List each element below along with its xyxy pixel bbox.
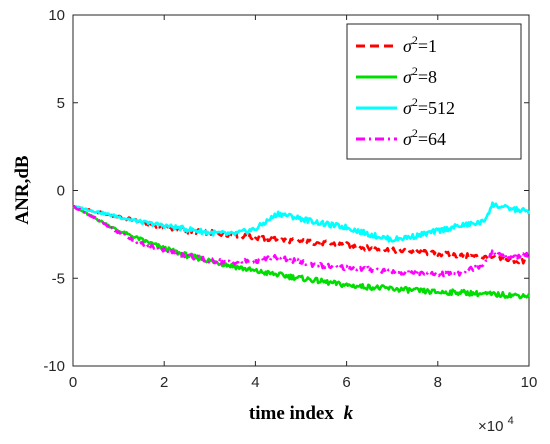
x-tick-label: 4 xyxy=(251,374,259,391)
legend-entry-3: σ2=512 xyxy=(403,95,455,118)
legend-entry-superscript: 2 xyxy=(412,95,418,109)
legend-entry-value: =8 xyxy=(418,67,437,87)
x-axis-label-variable: k xyxy=(344,403,354,424)
x-axis-label: time index k xyxy=(249,403,354,424)
series-line-3 xyxy=(72,201,531,243)
legend-entry-symbol: σ xyxy=(403,36,413,56)
series-line-2 xyxy=(72,205,531,300)
legend-entry-4: σ2=64 xyxy=(403,126,446,149)
legend-entry-symbol: σ xyxy=(403,129,413,149)
legend-entry-superscript: 2 xyxy=(412,64,418,78)
x-tick-label: 0 xyxy=(69,374,77,391)
x-tick-label: 2 xyxy=(160,374,168,391)
x-tick-label: 8 xyxy=(434,374,442,391)
x-tick-label: 6 xyxy=(342,374,350,391)
legend-entry-value: =512 xyxy=(418,98,455,118)
axis-ticks: 0 2 4 6 8 10 -10 -5 0 5 10 xyxy=(43,7,537,391)
x-axis-multiplier-base: ×10 xyxy=(478,418,503,435)
y-tick-label: -10 xyxy=(43,358,65,375)
y-tick-label: -5 xyxy=(52,270,65,287)
legend-entry-symbol: σ xyxy=(403,67,413,87)
y-tick-label: 0 xyxy=(57,183,65,200)
legend-entry-superscript: 2 xyxy=(412,126,418,140)
legend-entry-2: σ2=8 xyxy=(403,64,437,87)
y-tick-label: 10 xyxy=(48,7,65,24)
y-tick-label: 5 xyxy=(57,95,65,112)
x-tick-label: 10 xyxy=(521,374,538,391)
legend-entry-1: σ2=1 xyxy=(403,33,437,56)
series-layer xyxy=(72,201,531,300)
series-line-1 xyxy=(72,204,530,265)
x-axis-label-text: time index xyxy=(249,403,334,424)
x-axis-multiplier-exponent: 4 xyxy=(508,415,514,427)
series-line-4 xyxy=(72,205,531,279)
y-axis-label: ANR,dB xyxy=(12,155,33,224)
legend-entry-value: =64 xyxy=(418,129,446,149)
x-axis-multiplier: ×10 4 xyxy=(478,415,514,435)
legend-entry-value: =1 xyxy=(418,36,437,56)
legend-entry-symbol: σ xyxy=(403,98,413,118)
legend-entry-superscript: 2 xyxy=(412,33,418,47)
